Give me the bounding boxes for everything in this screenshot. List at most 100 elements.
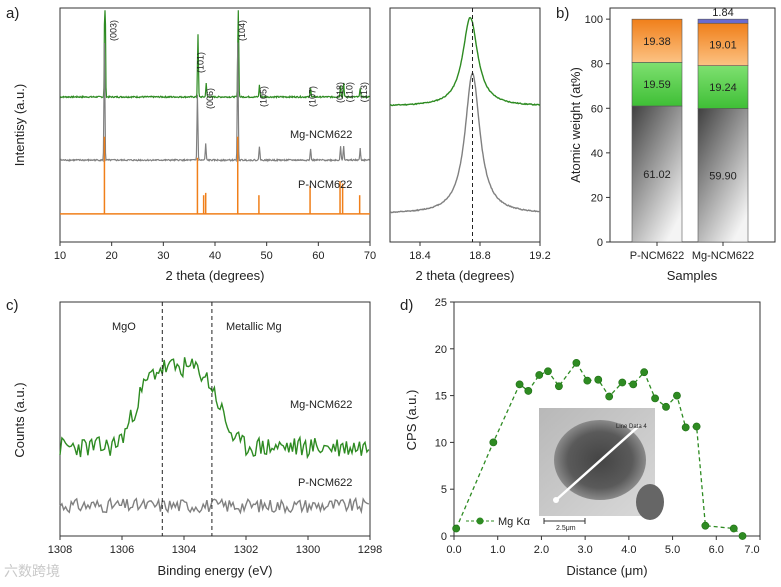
legend-marker bbox=[476, 517, 484, 525]
data-point bbox=[640, 368, 649, 377]
x-tick-label: 70 bbox=[364, 250, 376, 262]
data-point bbox=[524, 387, 533, 395]
axes-frame-a-zoom bbox=[389, 7, 541, 243]
panel-d: 0.0 1.0 2.0 3.0 4.0 5.0 6.0 7.0 0 5 10 15 20 25 Line … bbox=[404, 297, 761, 578]
linescan-line-series bbox=[455, 361, 743, 537]
legend-label: Mg Kα bbox=[498, 516, 531, 528]
x-tick-label: 30 bbox=[157, 250, 169, 262]
xrd-line-p bbox=[59, 42, 371, 163]
y-axis-label-b: Atomic weight (at%) bbox=[568, 67, 583, 183]
series-label-c-mg: Mg-NCM622 bbox=[290, 399, 352, 411]
y-tick-label: 40 bbox=[591, 148, 603, 160]
data-point bbox=[681, 423, 690, 432]
y-axis-label-c: Counts (a.u.) bbox=[12, 382, 27, 457]
linescan-label: Line Data 4 bbox=[616, 424, 647, 430]
bar-segment bbox=[697, 108, 749, 243]
linescan-line bbox=[555, 424, 641, 501]
x-tick-label: 1306 bbox=[110, 544, 134, 556]
bar-segment bbox=[631, 18, 683, 63]
bar-segment bbox=[697, 18, 749, 24]
peak-annotation: (006) bbox=[205, 88, 215, 109]
x-axis-label-d: Distance (μm) bbox=[566, 563, 647, 578]
x-tick-label: 7.0 bbox=[744, 544, 759, 556]
x-tick-label: 18.4 bbox=[409, 250, 430, 262]
x-tick-label: 60 bbox=[312, 250, 324, 262]
bar-value-label: 19.24 bbox=[709, 82, 737, 94]
x-axis-label-a-zoom: 2 theta (degrees) bbox=[415, 268, 514, 283]
data-point bbox=[594, 375, 603, 384]
annotation-mgo: MgO bbox=[112, 321, 136, 333]
peak-annotation: (105) bbox=[259, 86, 269, 107]
data-point bbox=[651, 394, 659, 403]
data-point bbox=[729, 524, 738, 533]
y-tick-label: 60 bbox=[591, 103, 603, 115]
scale-bar-label: 2.5μm bbox=[556, 525, 576, 532]
x-axis-label-b: Samples bbox=[667, 268, 718, 283]
data-point bbox=[738, 532, 747, 540]
x-tick-label: 18.8 bbox=[469, 250, 490, 262]
bar-value-label: 19.01 bbox=[709, 39, 737, 51]
panel-c: 1308 1306 1304 1302 1300 1298 MgO Metallic Mg… bbox=[12, 301, 382, 578]
annotation-metallic-mg: Metallic Mg bbox=[226, 321, 282, 333]
y-tick-label: 20 bbox=[435, 344, 447, 356]
data-point bbox=[618, 378, 627, 387]
peak-annotation: (110) bbox=[344, 82, 354, 102]
x-tick-label: 1300 bbox=[296, 544, 320, 556]
xps-line-p bbox=[59, 496, 370, 515]
peak-annotation: (101) bbox=[196, 52, 206, 73]
x-tick-label: 1298 bbox=[358, 544, 382, 556]
panel-label-b: b) bbox=[556, 5, 569, 22]
bar-segment bbox=[631, 105, 683, 243]
peak-annotation: (113) bbox=[359, 82, 369, 102]
linescan-start bbox=[553, 497, 559, 503]
data-point bbox=[515, 380, 524, 389]
y-axis-label-d: CPS (a.u.) bbox=[404, 390, 419, 451]
bar-value-label: 19.38 bbox=[643, 36, 671, 48]
y-tick-label: 10 bbox=[435, 437, 447, 449]
y-tick-label: 20 bbox=[591, 192, 603, 204]
x-tick-label: 1302 bbox=[234, 544, 258, 556]
legend-d: Mg Kα bbox=[466, 516, 531, 528]
x-tick-label: 20 bbox=[106, 250, 118, 262]
peak-annotation: (018) bbox=[335, 82, 345, 103]
data-point bbox=[489, 438, 498, 447]
axes-frame-d bbox=[453, 301, 761, 537]
bar-value-label: 61.02 bbox=[643, 169, 671, 181]
zoom-line-mg bbox=[389, 16, 541, 107]
x-tick-label: 5.0 bbox=[665, 544, 680, 556]
x-tick-label: Mg-NCM622 bbox=[692, 250, 754, 262]
peak-annotation: (104) bbox=[237, 20, 247, 41]
axes-frame-b bbox=[609, 7, 776, 243]
data-point bbox=[555, 382, 563, 391]
panel-a-main: (003) (101) (006) (104) (105) (107) (018) (110)… bbox=[12, 7, 376, 283]
x-tick-label: 19.2 bbox=[529, 250, 550, 262]
bar-segment bbox=[697, 65, 749, 109]
peak-annotation: (003) bbox=[109, 20, 119, 41]
particle-small bbox=[636, 484, 664, 520]
axes-frame-c bbox=[59, 301, 371, 537]
x-tick-label: 2.0 bbox=[534, 544, 549, 556]
x-axis-label-a-main: 2 theta (degrees) bbox=[165, 268, 264, 283]
panel-label-c: c) bbox=[6, 297, 19, 314]
y-tick-label: 5 bbox=[441, 484, 447, 496]
y-tick-label: 25 bbox=[435, 297, 447, 309]
x-tick-label: 1308 bbox=[48, 544, 72, 556]
x-tick-label: 1304 bbox=[172, 544, 196, 556]
x-tick-label: 40 bbox=[209, 250, 221, 262]
panel-a-zoom: 18.4 18.8 19.2 2 theta (degrees) bbox=[389, 7, 551, 283]
series-label-mg: Mg-NCM622 bbox=[290, 129, 352, 141]
x-tick-label: 10 bbox=[54, 250, 66, 262]
data-point bbox=[662, 402, 670, 411]
y-tick-label: 15 bbox=[435, 391, 447, 403]
x-tick-label: P-NCM622 bbox=[630, 250, 684, 262]
data-point bbox=[544, 367, 552, 376]
inset-micrograph: Line Data 4 2.5μm bbox=[539, 408, 664, 532]
panel-label-d: d) bbox=[400, 297, 413, 314]
series-label-c-p: P-NCM622 bbox=[298, 477, 352, 489]
data-point bbox=[692, 422, 701, 431]
zoom-line-p bbox=[389, 71, 541, 214]
series-label-p: P-NCM622 bbox=[298, 179, 352, 191]
bar-value-label: 59.90 bbox=[709, 170, 737, 182]
data-point bbox=[605, 392, 614, 401]
bar-value-label: 1.84 bbox=[712, 7, 733, 19]
